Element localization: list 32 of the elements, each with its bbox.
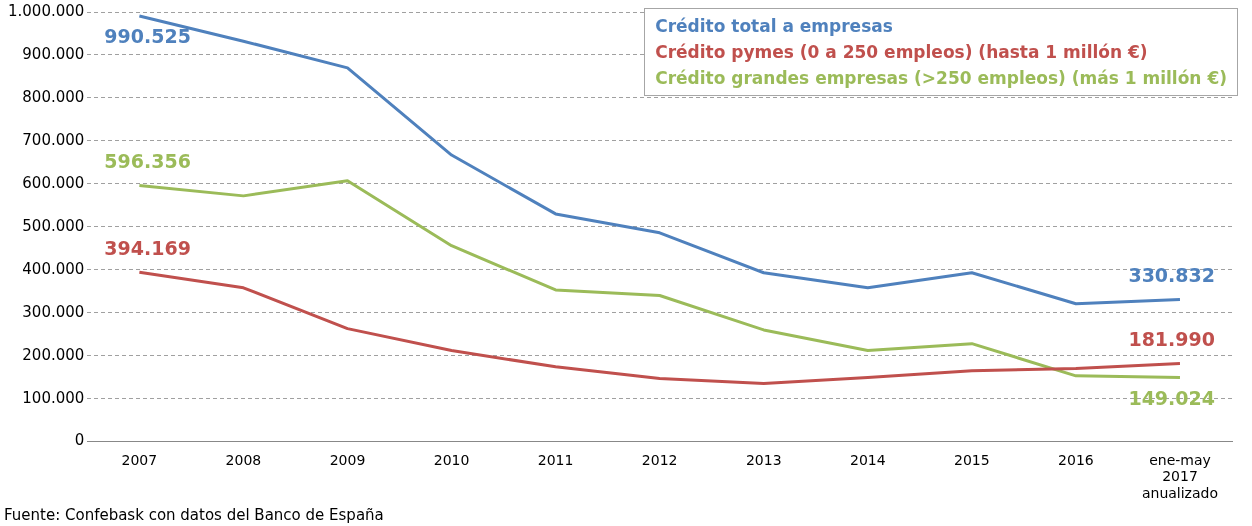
x-tick-label: 2015 bbox=[954, 451, 990, 468]
y-tick-label: 0 bbox=[74, 431, 85, 450]
x-tick-label: 2012 bbox=[641, 451, 678, 468]
x-tick-label: 2010 bbox=[433, 451, 470, 468]
x-tick-label: 2013 bbox=[745, 451, 782, 468]
data-label: 990.525 bbox=[104, 25, 191, 48]
y-tick-label: 900.000 bbox=[22, 44, 85, 63]
data-label: 181.990 bbox=[1128, 328, 1215, 351]
data-label: 394.169 bbox=[104, 237, 191, 260]
data-label: 149.024 bbox=[1128, 386, 1215, 409]
data-label: 596.356 bbox=[104, 150, 191, 173]
source-note: Fuente: Confebask con datos del Banco de España bbox=[4, 506, 384, 524]
text: Crédito grandes empresas (>250 empleos) (más 1 millón €) bbox=[655, 67, 1227, 90]
x-tick-label: 2007 bbox=[121, 451, 158, 468]
y-tick-label: 1.000.000 bbox=[8, 1, 85, 20]
x-tick-label: ene-may 2017 anualizado bbox=[1141, 451, 1219, 502]
data-label: 330.832 bbox=[1128, 264, 1215, 287]
text: Crédito pymes (0 a 250 empleos) (hasta 1 millón €) bbox=[655, 41, 1149, 64]
y-tick-label: 600.000 bbox=[22, 173, 85, 192]
y-tick-label: 200.000 bbox=[22, 345, 85, 364]
x-tick-label: 2014 bbox=[849, 451, 886, 468]
x-tick-label: 2008 bbox=[225, 451, 262, 468]
y-tick-label: 700.000 bbox=[22, 130, 85, 149]
text: Crédito total a empresas bbox=[655, 15, 894, 38]
y-tick-label: 500.000 bbox=[22, 216, 85, 235]
x-tick-label: 2016 bbox=[1058, 451, 1094, 468]
y-tick-label: 400.000 bbox=[22, 259, 85, 278]
y-tick-label: 800.000 bbox=[22, 87, 85, 106]
y-tick-label: 300.000 bbox=[22, 302, 85, 321]
x-tick-label: 2011 bbox=[537, 451, 574, 468]
x-tick-label: 2009 bbox=[329, 451, 366, 468]
y-tick-label: 100.000 bbox=[22, 388, 85, 407]
